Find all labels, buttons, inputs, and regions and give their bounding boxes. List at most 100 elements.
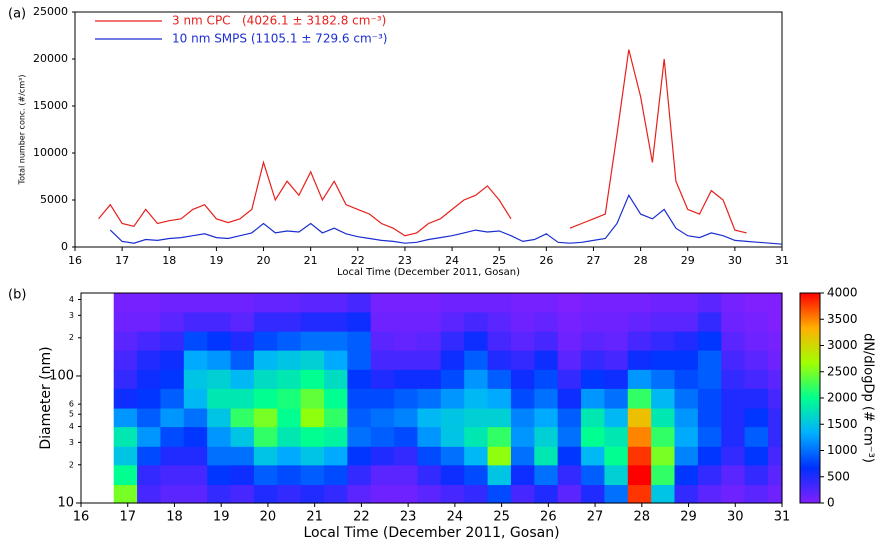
- heatmap-cell: [697, 446, 722, 466]
- heatmap-cell: [464, 426, 489, 447]
- heatmap-cell: [674, 407, 699, 428]
- heatmap-cell: [557, 369, 582, 389]
- x-tick-label: 28: [634, 254, 648, 267]
- heatmap-cell: [627, 426, 652, 447]
- colorbar-tick-label: 4000: [827, 286, 858, 300]
- colorbar-tick-label: 1000: [827, 443, 858, 457]
- heatmap-cell: [113, 293, 138, 313]
- heatmap-cell: [510, 293, 535, 313]
- data-line: [109, 194, 783, 245]
- heatmap-cell: [440, 350, 465, 370]
- heatmap-cell: [534, 407, 559, 428]
- x-tick-label: 27: [587, 510, 604, 525]
- heatmap-cell: [767, 293, 783, 313]
- heatmap-cell: [370, 311, 395, 332]
- heatmap-cell: [183, 293, 208, 313]
- heatmap-cell: [534, 388, 559, 409]
- heatmap-cell: [627, 369, 652, 389]
- heatmap-cell: [557, 407, 582, 428]
- heatmap-cell: [440, 407, 465, 428]
- heatmap-cell: [557, 350, 582, 370]
- x-tick-label: 31: [775, 254, 789, 267]
- heatmap-cell: [207, 369, 232, 389]
- heatmap-cell: [604, 446, 629, 466]
- heatmap-cell: [417, 407, 442, 428]
- heatmap-cell: [347, 311, 372, 332]
- heatmap-cell: [651, 388, 676, 409]
- heatmap-cell: [767, 464, 783, 486]
- heatmap-cell: [464, 407, 489, 428]
- heatmap-cell: [137, 350, 162, 370]
- heatmap-cell: [581, 407, 606, 428]
- heatmap-cell: [230, 330, 255, 351]
- heatmap-cell: [627, 407, 652, 428]
- heatmap-cell: [721, 464, 746, 486]
- heatmap-cell: [721, 446, 746, 466]
- heatmap-cell: [767, 311, 783, 332]
- heatmap-cell: [721, 484, 746, 504]
- heatmap-cell: [464, 293, 489, 313]
- heatmap-cell: [721, 350, 746, 370]
- heatmap-cell: [347, 484, 372, 504]
- heatmap-cell: [534, 426, 559, 447]
- heatmap-cell: [207, 464, 232, 486]
- x-tick-label: 17: [119, 510, 136, 525]
- heatmap-cell: [160, 293, 185, 313]
- heatmap-cell: [487, 388, 512, 409]
- heatmap-cell: [253, 293, 278, 313]
- heatmap-cell: [581, 446, 606, 466]
- heatmap-cell: [207, 311, 232, 332]
- x-tick-label: 22: [353, 510, 370, 525]
- heatmap-cell: [253, 464, 278, 486]
- heatmap-cell: [230, 446, 255, 466]
- heatmap-cell: [744, 293, 769, 313]
- heatmap-cell: [534, 484, 559, 504]
- y-tick-label: 10: [57, 496, 74, 511]
- heatmap-cell: [230, 350, 255, 370]
- heatmap-cell: [604, 426, 629, 447]
- heatmap-cell: [510, 426, 535, 447]
- heatmap-cell: [324, 369, 348, 389]
- y-tick-label: 25000: [33, 5, 68, 18]
- x-tick-label: 24: [447, 510, 464, 525]
- heatmap-cell: [440, 426, 465, 447]
- heatmap-cell: [721, 407, 746, 428]
- heatmap-cell: [510, 311, 535, 332]
- heatmap-cell: [697, 311, 722, 332]
- heatmap-cell: [767, 388, 783, 409]
- heatmap-cell: [137, 426, 162, 447]
- y-tick-label: 0: [61, 240, 68, 253]
- heatmap-cell: [207, 350, 232, 370]
- heatmap-cell: [253, 426, 278, 447]
- heatmap-cell: [394, 407, 419, 428]
- colorbar-tick-label: 3000: [827, 338, 858, 352]
- heatmap-cell: [300, 484, 325, 504]
- heatmap-cell: [324, 388, 348, 409]
- heatmap-cell: [510, 369, 535, 389]
- heatmap-cell: [137, 464, 162, 486]
- heatmap-cell: [767, 369, 783, 389]
- heatmap-cell: [674, 350, 699, 370]
- heatmap-cell: [160, 388, 185, 409]
- heatmap-cell: [207, 484, 232, 504]
- heatmap-cell: [300, 464, 325, 486]
- heatmap-cell: [394, 484, 419, 504]
- x-axis-label: Local Time (December 2011, Gosan): [337, 267, 520, 278]
- heatmap-cell: [300, 350, 325, 370]
- heatmap-cell: [253, 407, 278, 428]
- heatmap-cell: [324, 446, 348, 466]
- heatmap-cell: [440, 464, 465, 486]
- heatmap-cell: [557, 311, 582, 332]
- heatmap-cell: [183, 407, 208, 428]
- heatmap-cell: [417, 311, 442, 332]
- heatmap-cell: [604, 369, 629, 389]
- plot-frame: [80, 292, 783, 504]
- heatmap-cell: [394, 293, 419, 313]
- heatmap-cell: [417, 464, 442, 486]
- heatmap-cell: [767, 407, 783, 428]
- heatmap-cell: [394, 311, 419, 332]
- heatmap-cell: [300, 388, 325, 409]
- heatmap-cell: [370, 446, 395, 466]
- x-tick-label: 24: [445, 254, 459, 267]
- heatmap-cell: [183, 484, 208, 504]
